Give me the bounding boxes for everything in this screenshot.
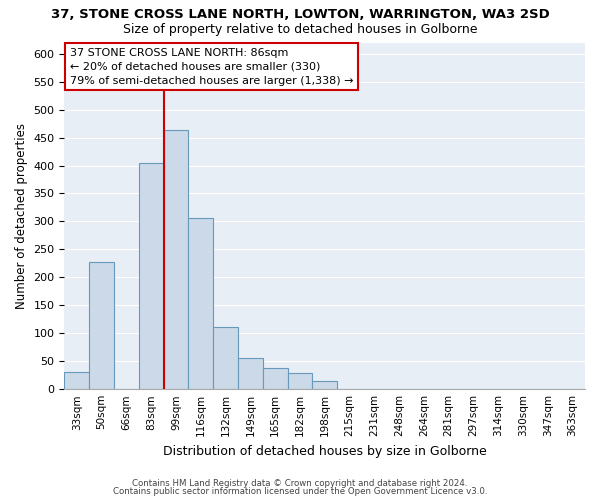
Bar xyxy=(263,368,287,389)
Bar xyxy=(89,262,114,389)
Bar xyxy=(64,372,89,389)
Text: 37 STONE CROSS LANE NORTH: 86sqm
← 20% of detached houses are smaller (330)
79% : 37 STONE CROSS LANE NORTH: 86sqm ← 20% o… xyxy=(70,48,353,86)
Bar xyxy=(213,327,238,389)
Bar xyxy=(238,358,263,389)
Bar xyxy=(164,130,188,389)
Text: 37, STONE CROSS LANE NORTH, LOWTON, WARRINGTON, WA3 2SD: 37, STONE CROSS LANE NORTH, LOWTON, WARR… xyxy=(50,8,550,20)
Text: Contains HM Land Registry data © Crown copyright and database right 2024.: Contains HM Land Registry data © Crown c… xyxy=(132,478,468,488)
Text: Size of property relative to detached houses in Golborne: Size of property relative to detached ho… xyxy=(123,22,477,36)
Bar xyxy=(287,373,313,389)
X-axis label: Distribution of detached houses by size in Golborne: Distribution of detached houses by size … xyxy=(163,444,487,458)
Bar xyxy=(188,218,213,389)
Bar xyxy=(139,162,164,389)
Y-axis label: Number of detached properties: Number of detached properties xyxy=(15,123,28,309)
Text: Contains public sector information licensed under the Open Government Licence v3: Contains public sector information licen… xyxy=(113,487,487,496)
Bar xyxy=(313,382,337,389)
